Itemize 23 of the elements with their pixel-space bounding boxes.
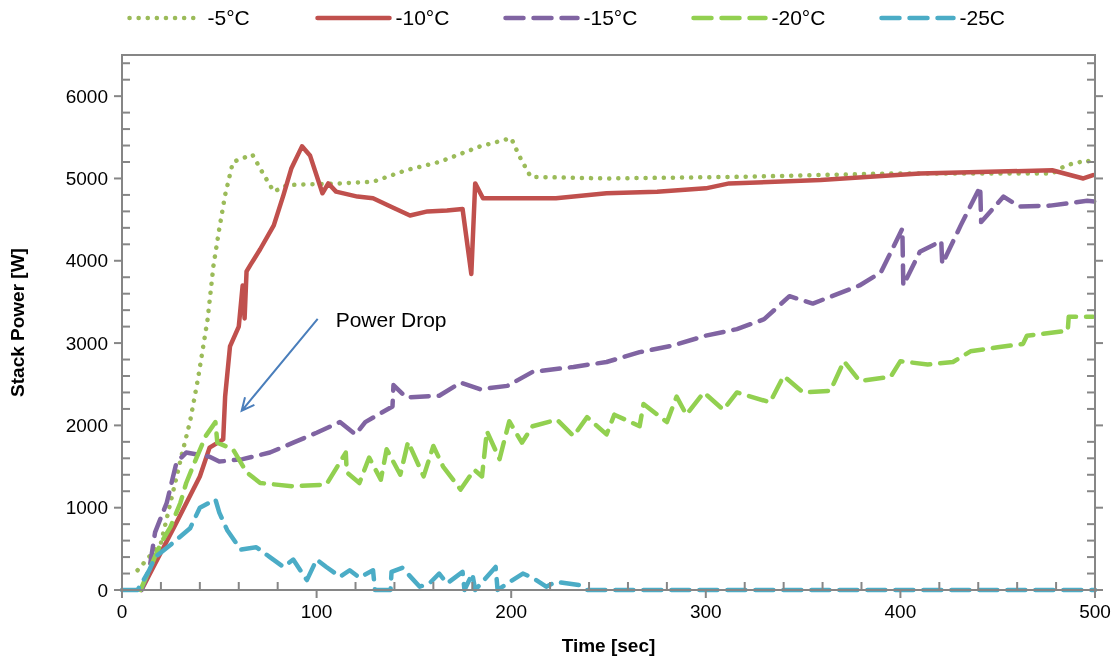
legend-label: -20°C [771, 6, 826, 30]
x-tick-label: 500 [1079, 601, 1111, 622]
y-tick-label: 6000 [65, 85, 108, 107]
y-axis-title: Stack Power [W] [7, 248, 28, 397]
y-tick-label: 4000 [65, 250, 108, 272]
legend-label: -15°C [583, 6, 638, 30]
annotation: Power Drop [335, 307, 447, 331]
y-tick-label: 1000 [65, 497, 108, 519]
legend-label: -25C [959, 6, 1006, 30]
x-tick-label: 100 [300, 601, 333, 622]
legend-label: -5°C [207, 6, 250, 30]
y-tick-label: 2000 [65, 415, 108, 437]
x-tick-label: 0 [116, 601, 128, 622]
y-tick-label: 3000 [65, 332, 108, 354]
legend-label: -10°C [395, 6, 450, 30]
x-tick-label: 200 [495, 601, 528, 622]
line-series [138, 314, 1096, 593]
y-tick-label: 0 [97, 579, 108, 601]
y-tick-label: 5000 [65, 168, 108, 190]
x-tick-label: 400 [884, 601, 917, 622]
x-tick-label: 300 [689, 601, 722, 622]
line-series [119, 497, 1098, 593]
x-axis-title: Time [sec] [561, 635, 656, 656]
